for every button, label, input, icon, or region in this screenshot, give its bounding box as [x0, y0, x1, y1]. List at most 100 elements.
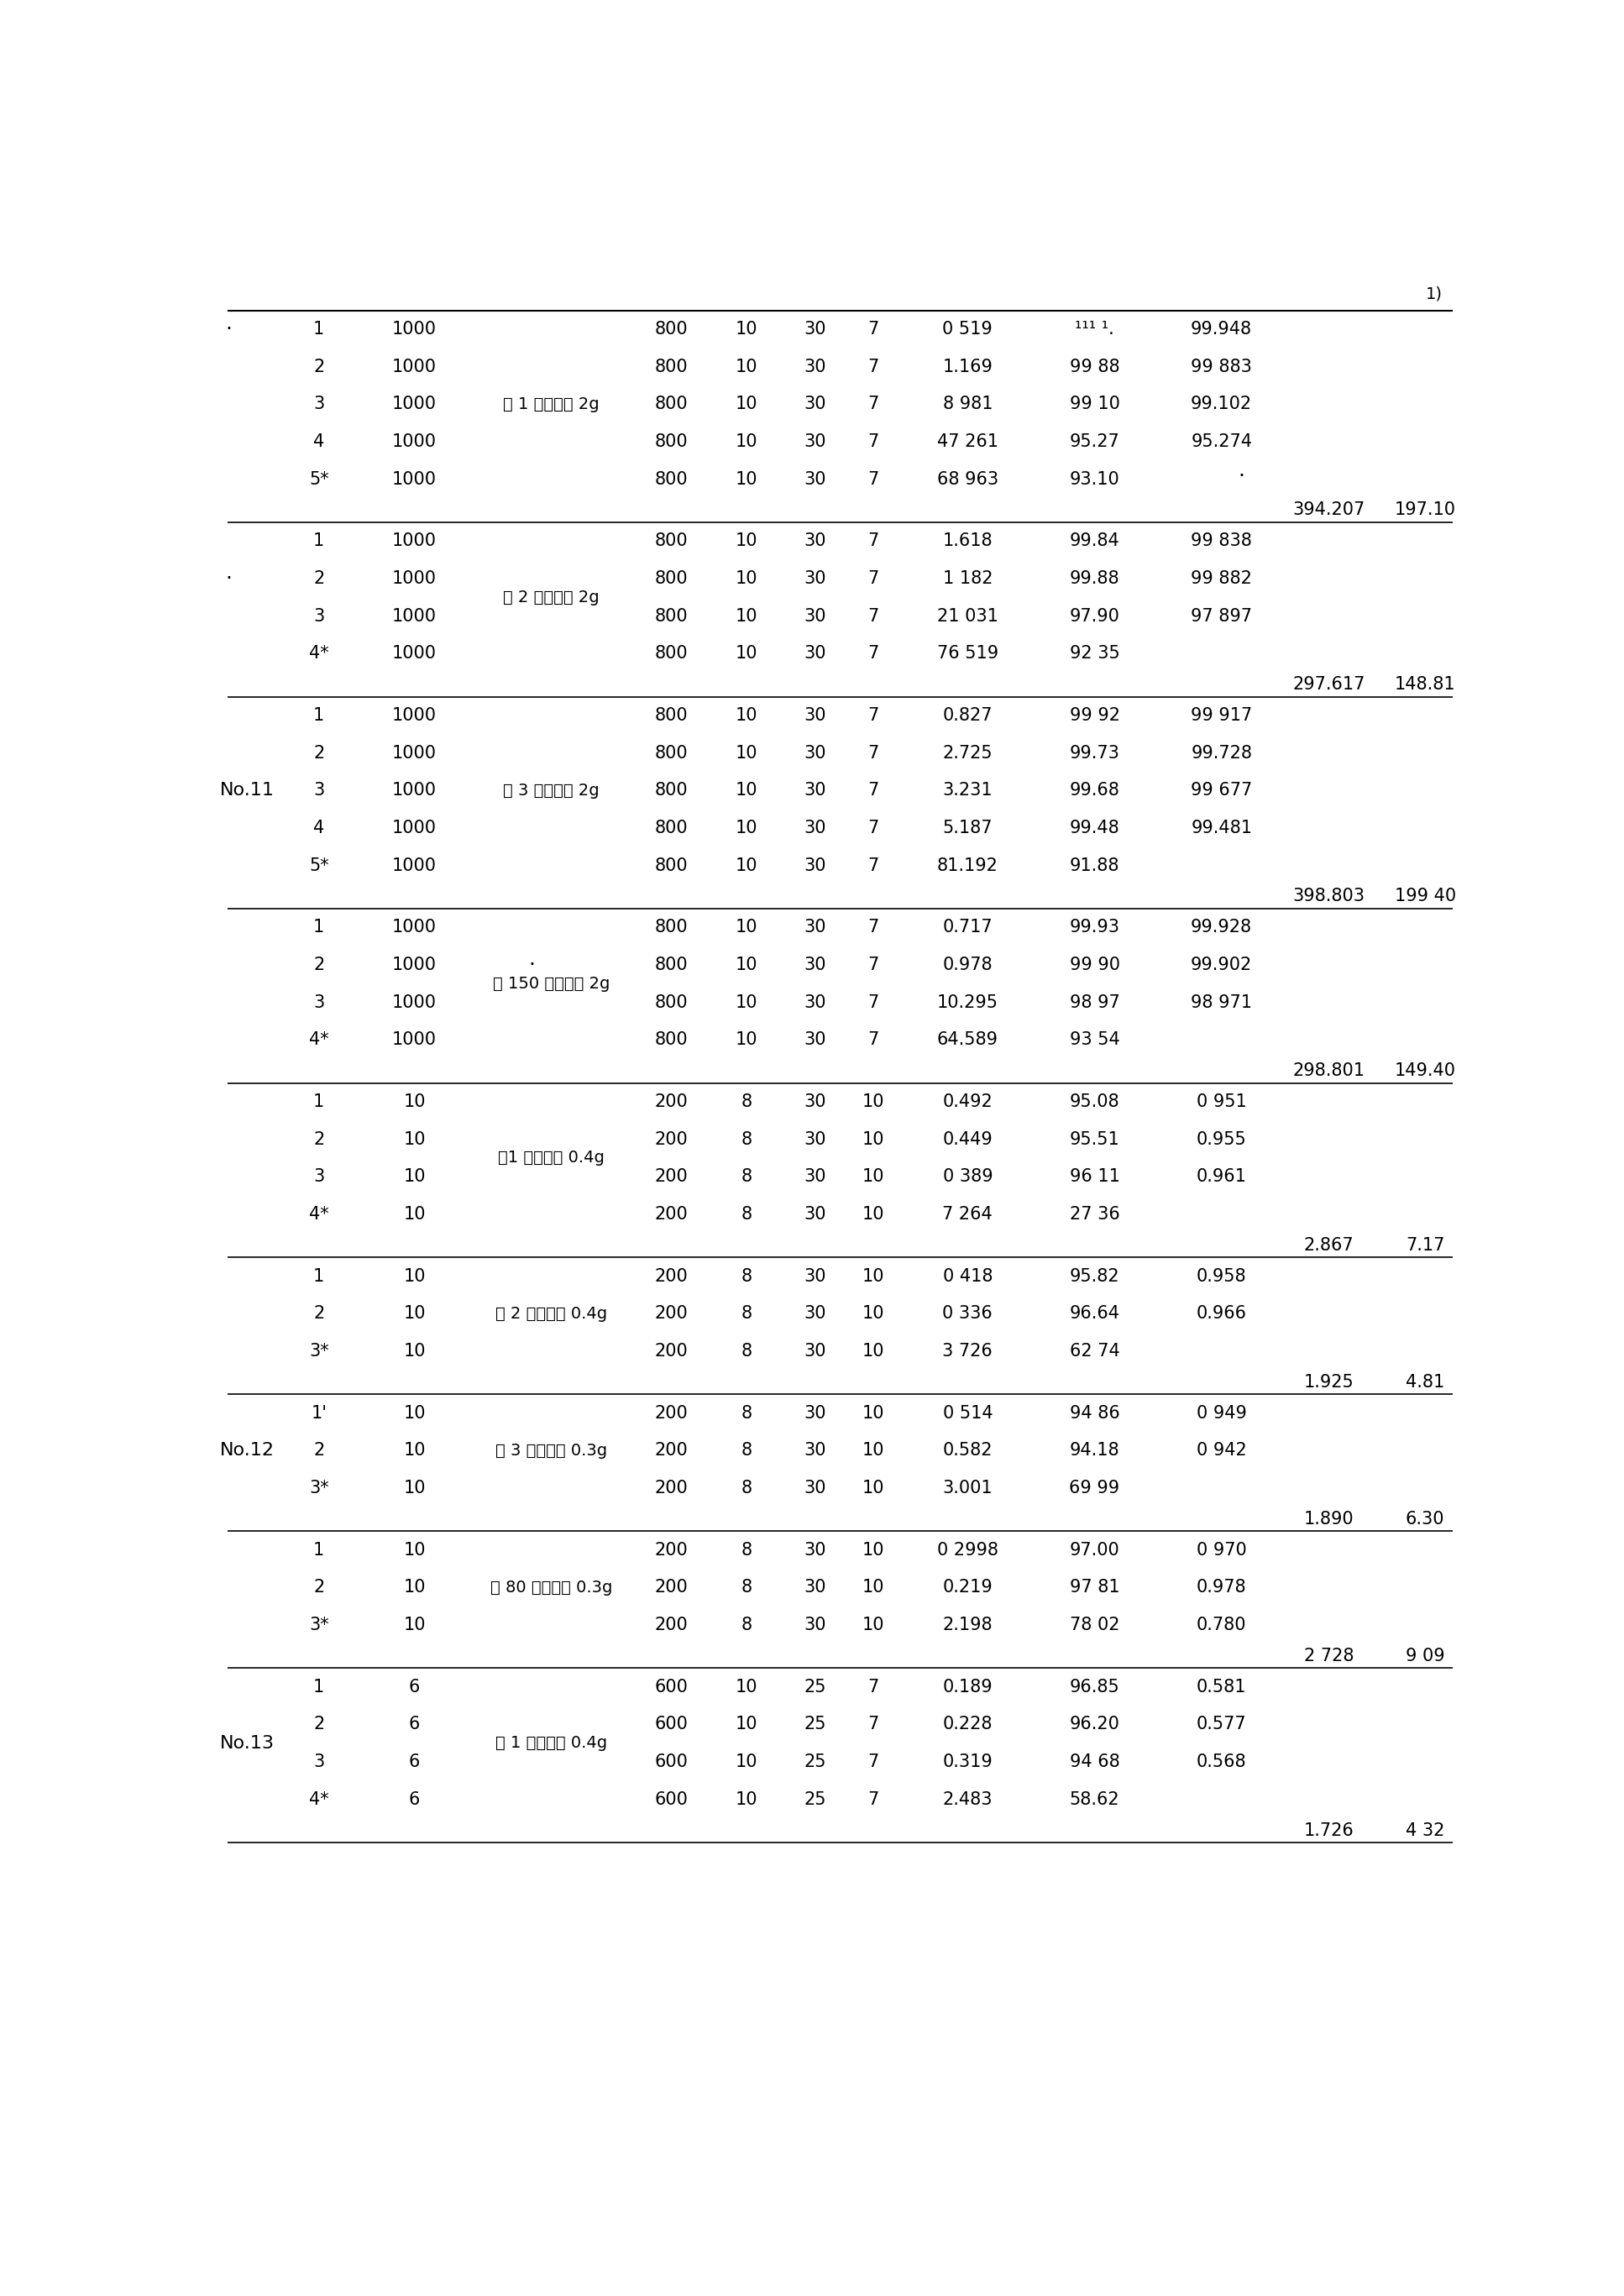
Text: 7: 7 — [867, 533, 879, 549]
Text: 1': 1' — [310, 1405, 326, 1421]
Text: 92 35: 92 35 — [1070, 645, 1119, 661]
Text: 0.827: 0.827 — [942, 707, 992, 723]
Text: 1: 1 — [313, 1678, 325, 1694]
Text: 1: 1 — [313, 1267, 325, 1283]
Text: 800: 800 — [654, 1031, 689, 1049]
Text: 30: 30 — [804, 1093, 827, 1111]
Text: 10: 10 — [862, 1405, 885, 1421]
Text: 200: 200 — [654, 1205, 689, 1224]
Text: 99.84: 99.84 — [1070, 533, 1119, 549]
Text: 1.925: 1.925 — [1304, 1373, 1354, 1391]
Text: 8: 8 — [741, 1169, 752, 1185]
Text: 第 1 次加石膏 0.4g: 第 1 次加石膏 0.4g — [495, 1736, 607, 1752]
Text: 8: 8 — [741, 1343, 752, 1359]
Text: 3: 3 — [313, 1754, 325, 1770]
Text: 10: 10 — [403, 1580, 425, 1596]
Text: 0.319: 0.319 — [942, 1754, 992, 1770]
Text: 394.207: 394.207 — [1293, 503, 1366, 519]
Text: 3*: 3* — [309, 1616, 328, 1632]
Text: 0.780: 0.780 — [1197, 1616, 1247, 1632]
Text: 10: 10 — [736, 744, 757, 762]
Text: 98 971: 98 971 — [1190, 994, 1252, 1010]
Text: 10: 10 — [862, 1442, 885, 1458]
Text: 7: 7 — [867, 1791, 879, 1807]
Text: 0 389: 0 389 — [942, 1169, 992, 1185]
Text: 0.189: 0.189 — [942, 1678, 992, 1694]
Text: 1: 1 — [313, 918, 325, 937]
Text: 800: 800 — [654, 783, 689, 799]
Text: 2: 2 — [313, 1580, 325, 1596]
Text: 800: 800 — [654, 707, 689, 723]
Text: 0.577: 0.577 — [1197, 1715, 1247, 1733]
Text: 0.978: 0.978 — [1197, 1580, 1247, 1596]
Text: 1000: 1000 — [393, 783, 437, 799]
Text: 2: 2 — [313, 569, 325, 588]
Text: 0 2998: 0 2998 — [937, 1541, 999, 1559]
Text: 97 897: 97 897 — [1190, 608, 1252, 625]
Text: 4*: 4* — [309, 1031, 328, 1049]
Text: 800: 800 — [654, 358, 689, 374]
Text: 2: 2 — [313, 1306, 325, 1322]
Text: 0.966: 0.966 — [1197, 1306, 1247, 1322]
Text: 78 02: 78 02 — [1070, 1616, 1119, 1632]
Text: 10: 10 — [403, 1442, 425, 1458]
Text: 10: 10 — [403, 1616, 425, 1632]
Text: 600: 600 — [654, 1715, 689, 1733]
Text: 99.68: 99.68 — [1070, 783, 1119, 799]
Text: 2.198: 2.198 — [942, 1616, 992, 1632]
Text: 69 99: 69 99 — [1069, 1479, 1121, 1497]
Text: 8: 8 — [741, 1306, 752, 1322]
Text: No.13: No.13 — [219, 1736, 274, 1752]
Text: 25: 25 — [804, 1791, 827, 1807]
Text: 68 963: 68 963 — [937, 471, 999, 487]
Text: 97.90: 97.90 — [1070, 608, 1119, 625]
Text: 7: 7 — [867, 395, 879, 413]
Text: 1000: 1000 — [393, 918, 437, 937]
Text: 4: 4 — [313, 820, 325, 836]
Text: 10: 10 — [736, 707, 757, 723]
Text: 1.890: 1.890 — [1304, 1511, 1354, 1527]
Text: 2: 2 — [313, 358, 325, 374]
Text: 10: 10 — [736, 608, 757, 625]
Text: 7: 7 — [867, 1715, 879, 1733]
Text: 10: 10 — [403, 1093, 425, 1111]
Text: ·: · — [226, 569, 232, 588]
Text: 3*: 3* — [309, 1343, 328, 1359]
Text: 7: 7 — [867, 820, 879, 836]
Text: 7: 7 — [867, 434, 879, 450]
Text: 149.40: 149.40 — [1395, 1063, 1455, 1079]
Text: 30: 30 — [804, 608, 827, 625]
Text: 93.10: 93.10 — [1070, 471, 1119, 487]
Text: 0 970: 0 970 — [1197, 1541, 1247, 1559]
Text: 1.726: 1.726 — [1304, 1823, 1354, 1839]
Text: 7: 7 — [867, 856, 879, 875]
Text: 10: 10 — [736, 569, 757, 588]
Text: 95.08: 95.08 — [1070, 1093, 1119, 1111]
Text: 7: 7 — [867, 994, 879, 1010]
Text: 8: 8 — [741, 1205, 752, 1224]
Text: 2: 2 — [313, 744, 325, 762]
Text: 21 031: 21 031 — [937, 608, 999, 625]
Text: 2.867: 2.867 — [1304, 1238, 1354, 1254]
Text: 1000: 1000 — [393, 395, 437, 413]
Text: 1: 1 — [313, 1093, 325, 1111]
Text: 30: 30 — [804, 1169, 827, 1185]
Text: 7: 7 — [867, 569, 879, 588]
Text: 99 10: 99 10 — [1070, 395, 1119, 413]
Text: 10: 10 — [403, 1306, 425, 1322]
Text: 99.102: 99.102 — [1190, 395, 1252, 413]
Text: 600: 600 — [654, 1754, 689, 1770]
Text: 10: 10 — [862, 1093, 885, 1111]
Text: 200: 200 — [654, 1541, 689, 1559]
Text: 6: 6 — [409, 1754, 421, 1770]
Text: 800: 800 — [654, 321, 689, 338]
Text: 10: 10 — [736, 783, 757, 799]
Text: 1: 1 — [313, 707, 325, 723]
Text: 99 90: 99 90 — [1069, 957, 1121, 974]
Text: 94 86: 94 86 — [1070, 1405, 1119, 1421]
Text: 200: 200 — [654, 1616, 689, 1632]
Text: 25: 25 — [804, 1678, 827, 1694]
Text: 27 36: 27 36 — [1070, 1205, 1119, 1224]
Text: 30: 30 — [804, 957, 827, 974]
Text: 0.492: 0.492 — [942, 1093, 992, 1111]
